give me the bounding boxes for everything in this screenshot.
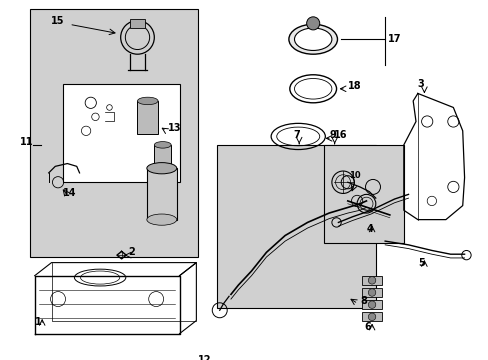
Circle shape: [367, 276, 375, 284]
Bar: [361, 288, 382, 297]
Text: 7: 7: [293, 130, 300, 140]
Bar: [324, 145, 403, 243]
Text: 8: 8: [359, 296, 366, 306]
Text: 1: 1: [35, 317, 41, 327]
Text: 13: 13: [168, 123, 182, 133]
Text: 15: 15: [50, 16, 64, 26]
Bar: [62, 84, 179, 182]
Text: 9: 9: [328, 130, 335, 140]
Text: 5: 5: [417, 258, 424, 268]
Text: 17: 17: [387, 34, 401, 44]
Circle shape: [306, 17, 319, 30]
Bar: [130, 19, 144, 28]
Ellipse shape: [154, 141, 171, 148]
Text: 12: 12: [198, 355, 211, 360]
Ellipse shape: [146, 163, 176, 174]
Circle shape: [367, 313, 375, 320]
Bar: [154, 145, 171, 168]
Ellipse shape: [137, 97, 158, 105]
Text: 18: 18: [347, 81, 361, 91]
Text: 16: 16: [333, 130, 346, 140]
Ellipse shape: [146, 214, 176, 225]
Bar: [361, 300, 382, 309]
Text: 4: 4: [366, 224, 372, 234]
Text: 6: 6: [364, 322, 370, 332]
Circle shape: [367, 301, 375, 309]
Text: 11: 11: [20, 137, 33, 147]
Text: 10: 10: [348, 171, 360, 180]
Bar: [361, 312, 382, 321]
Bar: [30, 9, 198, 257]
Bar: [217, 145, 375, 309]
Ellipse shape: [288, 24, 337, 54]
Circle shape: [367, 289, 375, 296]
Bar: [137, 101, 158, 134]
Ellipse shape: [294, 28, 331, 50]
Bar: [146, 168, 176, 220]
Text: 14: 14: [62, 188, 76, 198]
Text: 3: 3: [417, 79, 424, 89]
Bar: [361, 276, 382, 285]
Text: 2: 2: [128, 247, 135, 257]
